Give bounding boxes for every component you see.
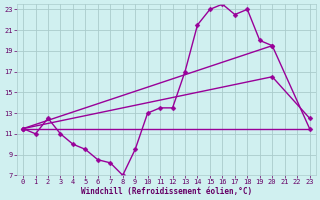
- X-axis label: Windchill (Refroidissement éolien,°C): Windchill (Refroidissement éolien,°C): [81, 187, 252, 196]
